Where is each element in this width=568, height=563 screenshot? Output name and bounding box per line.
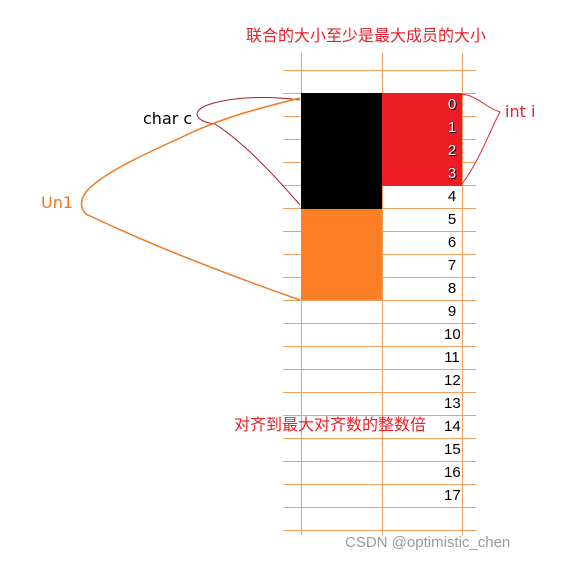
grid-row-line — [283, 415, 476, 416]
byte-index: 16 — [444, 464, 461, 481]
un1-bracket — [80, 97, 301, 301]
alignment-note: 对齐到最大对齐数的整数倍 — [234, 415, 427, 434]
grid-column-line — [462, 53, 463, 535]
char-c-bytes — [301, 93, 382, 209]
byte-index: 5 — [447, 211, 457, 228]
grid-row-line — [283, 323, 476, 324]
byte-index: 12 — [444, 372, 461, 389]
byte-index: 7 — [447, 257, 457, 274]
grid-row-line — [283, 346, 476, 347]
label-int-i: int i — [505, 102, 536, 121]
byte-index: 1 — [447, 119, 457, 136]
grid-row-line — [283, 300, 476, 301]
byte-index: 3 — [447, 165, 457, 182]
byte-index: 13 — [444, 395, 461, 412]
diagram-title: 联合的大小至少是最大成员的大小 — [246, 26, 487, 45]
byte-index: 9 — [447, 303, 457, 320]
grid-row-line — [283, 507, 476, 508]
grid-row-line — [283, 484, 476, 485]
int-i-bracket — [461, 93, 501, 185]
byte-index: 2 — [447, 142, 457, 159]
char-c-bracket — [196, 97, 301, 206]
byte-index: 8 — [447, 280, 457, 297]
grid-row-line — [283, 438, 476, 439]
int-i-bytes — [382, 93, 462, 186]
byte-index: 10 — [444, 326, 461, 343]
byte-index: 17 — [444, 487, 461, 504]
byte-index: 6 — [447, 234, 457, 251]
label-char-c: char c — [143, 109, 193, 128]
grid-column-line — [382, 53, 383, 535]
byte-index: 0 — [447, 96, 457, 113]
grid-row-line — [283, 369, 476, 370]
grid-row-line — [283, 461, 476, 462]
byte-index: 15 — [444, 441, 461, 458]
grid-row-line — [283, 70, 476, 71]
grid-row-line — [283, 530, 476, 531]
watermark-text: CSDN @optimistic_chen — [345, 534, 511, 551]
byte-index: 11 — [444, 349, 460, 366]
union-padding-bytes — [301, 209, 382, 300]
grid-row-line — [283, 392, 476, 393]
byte-index: 14 — [444, 418, 461, 435]
label-un1: Un1 — [41, 193, 74, 212]
byte-index: 4 — [447, 188, 457, 205]
